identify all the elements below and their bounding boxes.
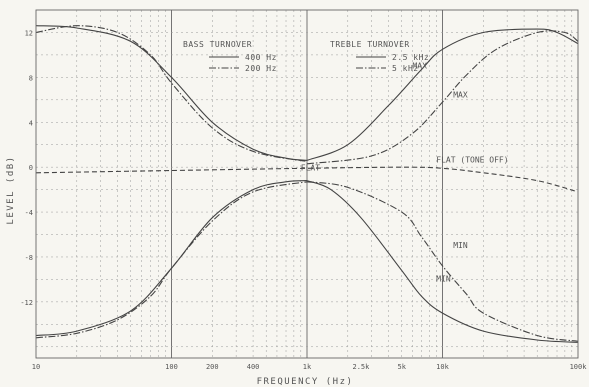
y-tick-label: 0 xyxy=(29,164,33,172)
legend-entry-label: 2.5 kHz xyxy=(392,53,429,62)
series-line-solid xyxy=(306,180,579,343)
x-tick-labels: 10 100 200 400 1k 2.5k 5k 10k 100k xyxy=(32,363,587,371)
plot-frame xyxy=(35,9,579,359)
annotation-label: MAX xyxy=(453,91,468,100)
legend-entry-label: 5 kHz xyxy=(392,64,419,73)
annotation-label: MIN xyxy=(436,275,451,284)
x-tick-label: 1k xyxy=(303,363,312,371)
x-tick-label: 100k xyxy=(570,363,588,371)
x-tick-label: 400 xyxy=(247,363,260,371)
x-tick-label: 2.5k xyxy=(352,363,370,371)
y-tick-label: -4 xyxy=(25,209,33,217)
series-line-dashdot xyxy=(306,181,579,342)
legend: BASS TURNOVER 400 Hz 200 Hz TREBLE TURNOVER… xyxy=(183,40,429,73)
y-tick-labels: 12 8 4 0 -4 -8 -12 xyxy=(20,29,33,306)
response-curves xyxy=(35,25,579,343)
series-line-dashdot xyxy=(35,25,308,163)
y-tick-label: 8 xyxy=(29,74,33,82)
series-line-dashdot xyxy=(306,30,579,165)
grid xyxy=(36,10,578,358)
series-line-dashdot xyxy=(35,181,308,339)
annotation-label: MIN xyxy=(453,241,468,250)
x-tick-label: 5k xyxy=(397,363,406,371)
x-axis-title: FREQUENCY (Hz) xyxy=(257,377,354,387)
y-tick-label: 4 xyxy=(29,119,33,127)
annotations: MAX MAX FLAT (TONE OFF) FLAT MIN MIN xyxy=(301,61,509,283)
x-tick-label: 10k xyxy=(436,363,449,371)
y-axis-title: LEVEL (dB) xyxy=(6,155,16,224)
y-tick-label: -8 xyxy=(25,254,33,262)
annotation-label: FLAT xyxy=(301,164,320,173)
series-line-solid xyxy=(35,180,308,337)
annotation-label: FLAT (TONE OFF) xyxy=(436,156,508,165)
legend-entry-label: 200 Hz xyxy=(245,64,277,73)
y-tick-label: -12 xyxy=(20,299,33,307)
x-tick-label: 200 xyxy=(206,363,219,371)
annotation-label: MAX xyxy=(412,61,427,70)
legend-group-title: BASS TURNOVER xyxy=(183,40,252,49)
x-tick-label: 100 xyxy=(165,363,178,371)
legend-group-title: TREBLE TURNOVER xyxy=(330,40,410,49)
y-tick-label: 12 xyxy=(25,29,33,37)
x-tick-label: 10 xyxy=(32,363,40,371)
legend-entry-label: 400 Hz xyxy=(245,53,277,62)
